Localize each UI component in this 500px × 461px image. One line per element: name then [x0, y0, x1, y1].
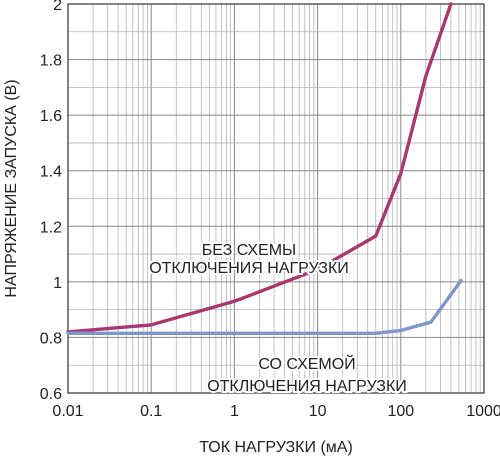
series-layer [66, 2, 463, 335]
x-tick-label: 0.1 [140, 403, 162, 420]
series-line-2 [66, 278, 463, 335]
y-axis-title: НАПРЯЖЕНИЕ ЗАПУСКА (В) [3, 79, 20, 297]
y-tick-label: 1.8 [40, 53, 62, 70]
annotation-1-line-1: БЕЗ СХЕМЫ [202, 242, 296, 259]
x-tick-label: 10 [309, 403, 327, 420]
series-line-1 [66, 2, 453, 334]
grid [67, 3, 484, 394]
annotation-2-line-2: ОТКЛЮЧЕНИЯ НАГРУЗКИ [207, 378, 407, 395]
x-tick-label: 1 [230, 403, 239, 420]
x-tick-label: 0.01 [52, 403, 83, 420]
y-tick-label: 1 [53, 275, 62, 292]
plot-frame [67, 3, 485, 394]
x-axis-ticks: 0.01 0.1 1 10 100 1000 [52, 403, 500, 420]
x-axis-title: ТОК НАГРУЗКИ (мА) [199, 439, 353, 456]
annotation-1-line-2: ОТКЛЮЧЕНИЯ НАГРУЗКИ [149, 260, 349, 277]
y-tick-label: 0.6 [40, 386, 62, 403]
y-tick-label: 2 [53, 0, 62, 14]
y-tick-label: 1.6 [40, 108, 62, 125]
y-tick-label: 1.4 [40, 164, 62, 181]
annotation-2-line-1: СО СХЕМОЙ [258, 354, 355, 373]
x-tick-label: 1000 [466, 403, 500, 420]
y-tick-label: 1.2 [40, 219, 62, 236]
y-axis-ticks: 0.6 0.8 1 1.2 1.4 1.6 1.8 2 [40, 0, 62, 403]
x-tick-label: 100 [387, 403, 414, 420]
y-tick-label: 0.8 [40, 330, 62, 347]
